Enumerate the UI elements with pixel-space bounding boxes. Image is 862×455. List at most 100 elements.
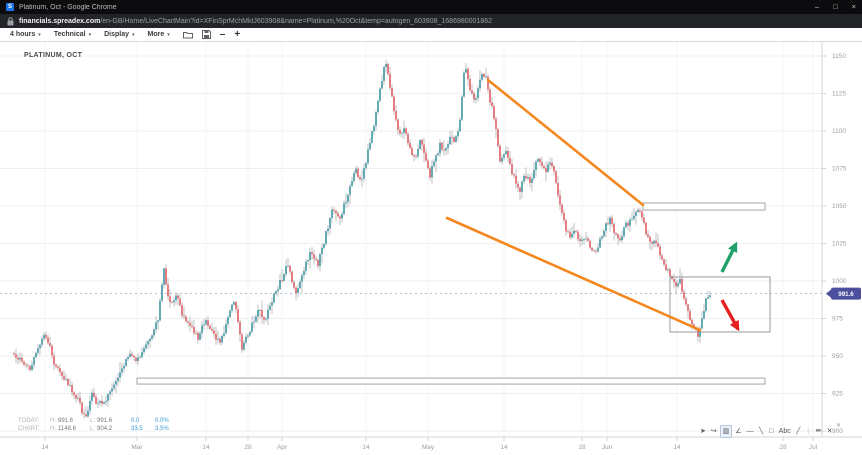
svg-text:1125: 1125 bbox=[832, 91, 846, 98]
svg-text:14: 14 bbox=[41, 444, 49, 451]
spreadex-favicon: S bbox=[6, 3, 14, 11]
ohlc-legend: TODAY: H: 991.6 L: 991.6 0.0 0.0% CHART: H: 1148.… bbox=[18, 417, 171, 433]
high-label: H: bbox=[50, 426, 56, 432]
svg-text:28: 28 bbox=[244, 444, 252, 451]
svg-text:14: 14 bbox=[362, 444, 370, 451]
timeframe-menu[interactable]: 4 hours ▾ bbox=[10, 31, 41, 38]
svg-text:Jun: Jun bbox=[602, 444, 613, 451]
current-price-badge: 991.6 bbox=[826, 287, 861, 300]
price-chart[interactable]: 991.6 1150 1125 1100 1075 1050 1025 1000 975 950 9… bbox=[0, 42, 862, 455]
drawing-toolbar: ➤ ↪ ▥ ∠ — ╲ □ Abc ╱ | ✏ ✕ bbox=[698, 425, 835, 438]
padlock-icon bbox=[7, 16, 14, 25]
price-axis[interactable]: 1150 1125 1100 1075 1050 1025 1000 975 950 925 900 bbox=[822, 53, 847, 435]
svg-text:1050: 1050 bbox=[832, 203, 847, 210]
change-value: 33.5 bbox=[131, 426, 143, 432]
segment-icon[interactable]: ╲ bbox=[759, 428, 764, 435]
timeframe-label: 4 hours bbox=[10, 31, 36, 38]
change-pct: 3.5% bbox=[155, 426, 169, 432]
chevron-down-icon: ▾ bbox=[88, 31, 92, 38]
svg-text:975: 975 bbox=[832, 316, 843, 323]
svg-text:14: 14 bbox=[500, 444, 508, 451]
legend-row-today: TODAY: H: 991.6 L: 991.6 0.0 0.0% bbox=[18, 417, 171, 425]
rectangle-icon[interactable]: □ bbox=[769, 428, 774, 435]
focus-box[interactable] bbox=[669, 276, 771, 333]
low-label: L: bbox=[90, 418, 96, 424]
chart-annotations[interactable] bbox=[136, 78, 771, 385]
svg-text:925: 925 bbox=[832, 391, 843, 398]
svg-text:1025: 1025 bbox=[832, 241, 847, 248]
svg-text:1100: 1100 bbox=[832, 128, 846, 135]
window-title: Platinum, Oct - Google Chrome bbox=[19, 3, 117, 11]
legend-row-chart: CHART: H: 1148.6 L: 904.2 33.5 3.5% bbox=[18, 425, 171, 433]
low-value: 904.2 bbox=[97, 426, 113, 432]
svg-text:Mar: Mar bbox=[131, 444, 143, 451]
high-value: 1148.6 bbox=[58, 426, 76, 432]
title-bar: S Platinum, Oct - Google Chrome – □ × bbox=[0, 0, 862, 14]
svg-text:1150: 1150 bbox=[832, 53, 846, 60]
low-label: L: bbox=[90, 426, 96, 432]
zoom-out-button[interactable]: – bbox=[219, 28, 226, 40]
display-label: Display bbox=[104, 31, 130, 38]
lower-wedge-line[interactable] bbox=[445, 216, 702, 332]
text-icon[interactable]: Abc bbox=[778, 428, 791, 435]
svg-text:Jul: Jul bbox=[809, 444, 818, 451]
chevron-down-icon: ▾ bbox=[38, 31, 41, 38]
svg-text:1075: 1075 bbox=[832, 166, 847, 173]
gridlines bbox=[0, 42, 822, 437]
technical-menu[interactable]: Technical ▾ bbox=[54, 31, 91, 38]
close-icon[interactable]: ✕ bbox=[826, 428, 833, 435]
elbow-arrow-icon[interactable]: ↪ bbox=[710, 428, 717, 435]
change-pct: 0.0% bbox=[155, 418, 169, 424]
change-value: 0.0 bbox=[131, 418, 140, 424]
high-value: 991.6 bbox=[58, 418, 74, 424]
chart-instrument-label: PLATINUM, OCT bbox=[24, 52, 83, 59]
time-axis[interactable]: 14 Mar 14 28 Apr 14 May 14 28 Jun 14 28 Jul bbox=[41, 437, 818, 451]
svg-text:950: 950 bbox=[832, 353, 843, 360]
svg-text:991.6: 991.6 bbox=[838, 291, 854, 298]
display-menu[interactable]: Display ▾ bbox=[104, 31, 134, 38]
divider: | bbox=[807, 428, 810, 435]
url-path: /en-GB/Home/LiveChartMain?id=XFinSprMchM… bbox=[100, 17, 492, 25]
url-domain: financials.spreadex.com bbox=[19, 17, 101, 25]
candlestick-series bbox=[13, 59, 711, 419]
zoom-in-button[interactable]: + bbox=[234, 28, 241, 40]
svg-text:14: 14 bbox=[202, 444, 210, 451]
url-bar[interactable]: financials.spreadex.com/en-GB/Home/LiveC… bbox=[0, 14, 862, 28]
svg-text:28: 28 bbox=[779, 444, 787, 451]
chevron-down-icon: ▾ bbox=[167, 31, 170, 38]
diagonal-line-icon[interactable]: ╱ bbox=[796, 428, 801, 435]
bearish-arrow[interactable] bbox=[720, 299, 740, 332]
chart-area[interactable]: 991.6 1150 1125 1100 1075 1050 1025 1000 975 950 9… bbox=[0, 42, 862, 455]
panel-close-icon[interactable]: ✕ bbox=[836, 423, 842, 429]
svg-text:1000: 1000 bbox=[832, 278, 847, 285]
low-value: 991.6 bbox=[97, 418, 113, 424]
support-zone[interactable] bbox=[136, 377, 766, 385]
open-folder-icon[interactable] bbox=[182, 31, 193, 39]
resistance-zone[interactable] bbox=[642, 202, 766, 211]
angle-lines-icon[interactable]: ∠ bbox=[735, 428, 742, 435]
pencil-icon[interactable]: ✏ bbox=[815, 428, 822, 435]
columns-icon[interactable]: ▥ bbox=[719, 425, 733, 438]
upper-wedge-line[interactable] bbox=[486, 78, 645, 207]
svg-text:May: May bbox=[422, 444, 435, 451]
minimize-button[interactable]: – bbox=[814, 2, 820, 11]
pointer-icon[interactable]: ➤ bbox=[700, 428, 706, 435]
more-label: More bbox=[147, 31, 165, 38]
chevron-down-icon: ▾ bbox=[132, 31, 135, 38]
save-icon[interactable] bbox=[201, 30, 211, 39]
close-button[interactable]: × bbox=[851, 2, 856, 11]
svg-text:28: 28 bbox=[578, 444, 586, 451]
high-label: H: bbox=[50, 418, 56, 424]
legend-row-label: TODAY: bbox=[18, 418, 40, 424]
chart-toolbar: 4 hours ▾ Technical ▾ Display ▾ More ▾ –… bbox=[0, 28, 862, 42]
svg-text:900: 900 bbox=[832, 428, 843, 435]
maximize-button[interactable]: □ bbox=[833, 2, 838, 11]
svg-text:14: 14 bbox=[673, 444, 681, 451]
svg-text:Apr: Apr bbox=[277, 444, 288, 451]
legend-row-label: CHART: bbox=[18, 426, 40, 432]
technical-label: Technical bbox=[53, 31, 86, 38]
bullish-arrow[interactable] bbox=[720, 241, 738, 273]
more-menu[interactable]: More ▾ bbox=[148, 31, 170, 38]
horizontal-line-icon[interactable]: — bbox=[746, 428, 754, 435]
